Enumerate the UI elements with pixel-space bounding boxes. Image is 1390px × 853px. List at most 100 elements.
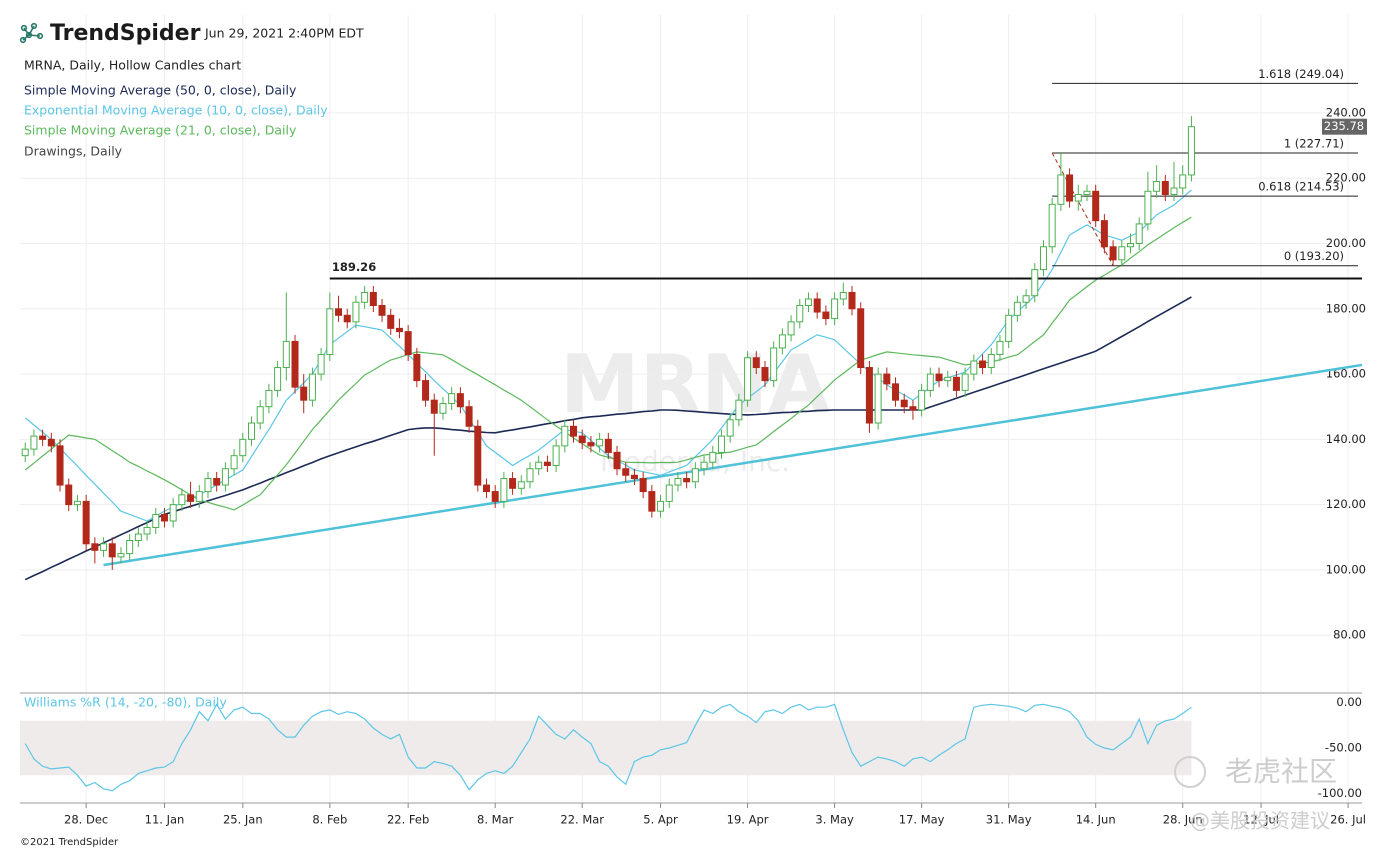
candle-body (1083, 190, 1091, 196)
candle-body (526, 468, 534, 483)
x-tick-label: 26. Jul (1330, 813, 1366, 827)
moving-average (24, 296, 1192, 581)
candle-body (1005, 314, 1013, 342)
candle-body (221, 468, 229, 486)
candle-body (326, 308, 334, 355)
candle-body (482, 484, 490, 493)
candle-body (1100, 220, 1108, 248)
candle-body (1048, 203, 1056, 248)
candle-body (683, 478, 691, 483)
y-tick-label: 180.00 (1326, 301, 1366, 315)
candle-body (1022, 295, 1030, 303)
candle-body (300, 386, 308, 401)
candle-body (39, 435, 47, 440)
candle-body (335, 308, 343, 316)
candle-body (735, 399, 743, 421)
candle-body (848, 291, 856, 310)
candle-body (1187, 126, 1195, 176)
candle-body (857, 308, 865, 369)
x-tick-label: 28. Jun (1163, 813, 1203, 827)
candle-body (291, 340, 299, 388)
candle-body (1179, 174, 1187, 189)
x-tick-label: 14. Jun (1076, 813, 1116, 827)
candle-body (744, 357, 752, 401)
candle-body (65, 484, 73, 506)
candle-body (674, 478, 682, 486)
candle-body (1118, 246, 1126, 261)
candle-body (143, 526, 151, 535)
candle-body (134, 533, 142, 542)
candle-body (926, 373, 934, 391)
x-tick-label: 17. May (899, 813, 945, 827)
candle-body (892, 383, 900, 401)
legend-entry: Simple Moving Average (21, 0, close), Da… (24, 123, 297, 138)
candle-body (82, 500, 90, 545)
overbought-oversold-band (20, 720, 1192, 776)
candle-body (369, 291, 377, 307)
candle-body (204, 478, 212, 493)
candle-body (282, 340, 290, 369)
candle-body (987, 353, 995, 369)
candle-body (1092, 190, 1100, 222)
x-tick-label: 3. May (815, 813, 854, 827)
candle-body (909, 406, 917, 411)
candle-body (21, 448, 29, 457)
candle-body (535, 461, 543, 470)
candle-body (387, 314, 395, 329)
candle-body (378, 305, 386, 316)
candle-body (787, 321, 795, 336)
x-tick-label: 11. Jan (145, 813, 185, 827)
candle-body (918, 389, 926, 411)
candle-body (709, 451, 717, 463)
footer: ©2021 TrendSpider (20, 837, 119, 848)
candle-body (430, 399, 438, 414)
candle-body (308, 373, 316, 401)
candle-body (691, 468, 699, 483)
candle-body (1066, 174, 1074, 202)
candle-body (1153, 180, 1161, 192)
candle-body (979, 360, 987, 369)
candle-body (596, 438, 604, 447)
candle-body (47, 438, 55, 447)
candle-body (456, 393, 464, 408)
y-tick-label: 120.00 (1326, 497, 1366, 511)
candle-body (517, 481, 525, 489)
candle-body (474, 425, 482, 486)
candle-body (230, 455, 238, 470)
candle-body (317, 353, 325, 375)
candle-body (700, 461, 708, 470)
candle-body (831, 298, 839, 320)
y-tick-label: 0.00 (1336, 695, 1362, 709)
fib-label: 1 (227.71) (1284, 137, 1344, 151)
candle-body (1031, 269, 1039, 297)
candle-body (395, 327, 403, 333)
candle-body (239, 438, 247, 457)
candle-body (657, 500, 665, 512)
x-tick-label: 25. Jan (223, 813, 263, 827)
candle-body (839, 291, 847, 300)
candle-body (256, 406, 264, 424)
candle-body (865, 367, 873, 424)
candle-body (1013, 301, 1021, 316)
candle-body (796, 305, 804, 323)
last-price-box (1322, 118, 1367, 135)
level-label: 189.26 (332, 260, 376, 274)
last-price-label: 235.78 (1324, 119, 1364, 133)
legend-entry: Drawings, Daily (24, 144, 123, 159)
legend-entry: Simple Moving Average (50, 0, close), Da… (24, 83, 297, 98)
candle-body (587, 442, 595, 447)
candle-body (613, 451, 621, 470)
candle-body (1039, 246, 1047, 271)
x-tick-label: 22. Feb (387, 813, 429, 827)
candle-body (1161, 180, 1169, 196)
x-tick-label: 5. Apr (643, 813, 678, 827)
x-tick-label: 31. May (986, 813, 1032, 827)
y-tick-label: 140.00 (1326, 432, 1366, 446)
candle-body (813, 298, 821, 313)
fib-label: 0 (193.20) (1284, 249, 1344, 263)
chart-title: MRNA, Daily, Hollow Candles chart (24, 58, 241, 73)
candle-body (1135, 223, 1143, 244)
candle-body (996, 340, 1004, 355)
candle-body (100, 543, 108, 551)
brand: TrendSpider (50, 21, 201, 46)
